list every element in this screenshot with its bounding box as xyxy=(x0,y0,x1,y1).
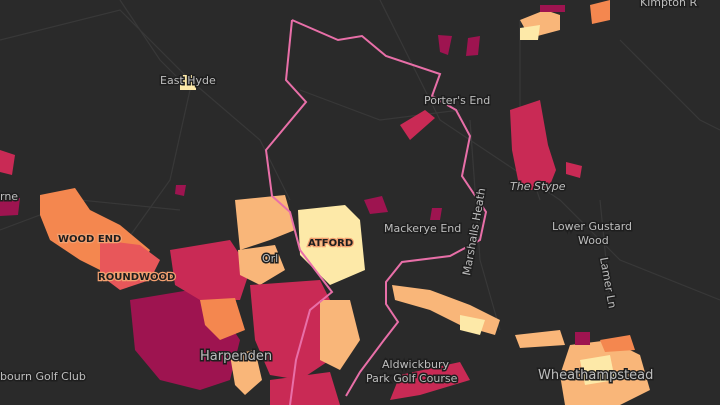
place-label: Wheathampstead xyxy=(538,368,653,383)
place-label: Aldwickbury xyxy=(382,358,450,371)
place-label: Wood xyxy=(578,234,609,247)
place-label: WOOD END xyxy=(58,234,121,245)
place-label: ATFORD xyxy=(308,238,353,249)
place-label: rne xyxy=(0,190,18,203)
place-label: ROUNDWOOD xyxy=(98,272,175,283)
place-labels: East Hyde Porter's End The Stype Lower G… xyxy=(0,0,699,387)
road-label: Orl xyxy=(262,252,278,265)
place-label: Mackerye End xyxy=(384,222,461,235)
district-boundary xyxy=(264,19,488,405)
place-label: Park Golf Course xyxy=(366,372,458,385)
place-label: Porter's End xyxy=(424,94,490,107)
built-up-areas xyxy=(0,0,650,405)
place-label: Lower Gustard xyxy=(552,220,632,233)
place-label: bourn Golf Club xyxy=(0,370,86,383)
roads xyxy=(0,0,720,331)
place-label: East Hyde xyxy=(160,74,216,87)
road-label: Kimpton R xyxy=(640,0,697,9)
place-label: Harpenden xyxy=(200,349,272,364)
road-label: The Stype xyxy=(510,180,566,193)
